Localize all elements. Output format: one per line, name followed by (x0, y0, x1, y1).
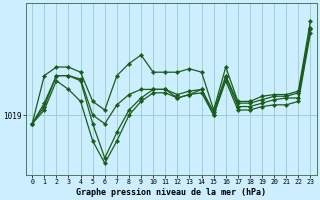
X-axis label: Graphe pression niveau de la mer (hPa): Graphe pression niveau de la mer (hPa) (76, 188, 266, 197)
